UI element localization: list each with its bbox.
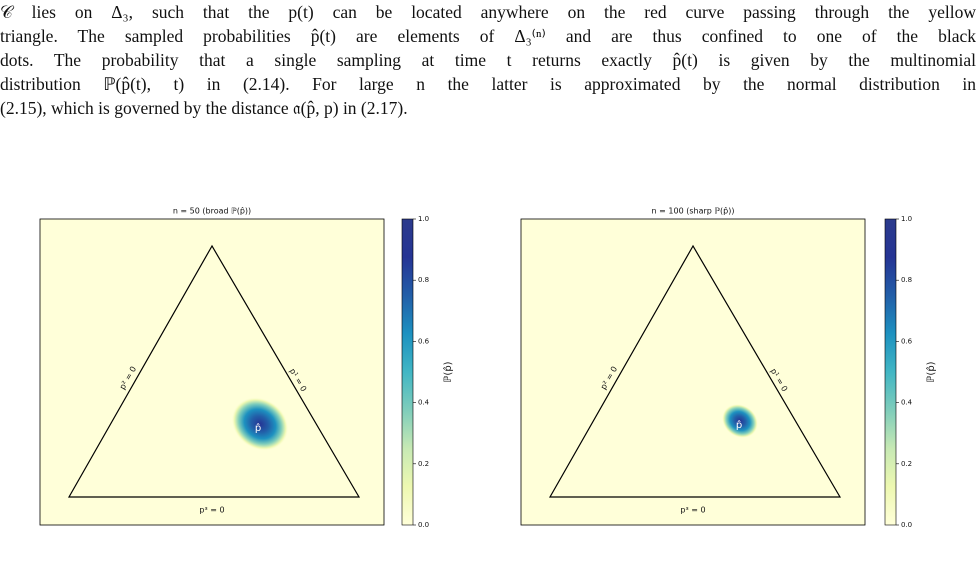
colorbar-tick-label: 0.6 <box>901 337 913 345</box>
colorbar-label: ℙ(p̂) <box>442 361 454 382</box>
colorbar-label: ℙ(p̂) <box>925 361 937 382</box>
colorbar-tick-label: 0.0 <box>901 521 912 529</box>
colorbar-tick-label: 1.0 <box>418 215 429 223</box>
colorbar-tick-label: 1.0 <box>901 215 912 223</box>
simplex-triangle <box>548 244 842 498</box>
colorbar-tick-label: 0.2 <box>901 460 912 468</box>
figure-title: n = 100 (sharp ℙ(p̂)) <box>652 206 735 216</box>
text-line: (2.15), which is governed by the distanc… <box>0 98 408 118</box>
text-line: distribution ℙ(p̂(t), t) in (2.14). For … <box>0 74 976 94</box>
text-line: 𝒞 lies on Δ₃, such that the p(t) can be … <box>0 2 976 22</box>
colorbar <box>401 218 414 526</box>
axes-background <box>39 218 385 526</box>
point-label: p̂ <box>736 419 742 431</box>
colorbar-tick-label: 0.2 <box>418 460 429 468</box>
edge-label: p³ = 0 <box>680 506 705 515</box>
point-label: p̂ <box>255 422 261 434</box>
colorbar-tick-label: 0.8 <box>901 276 912 284</box>
colorbar-tick-label: 0.8 <box>418 276 429 284</box>
colorbar <box>884 218 897 526</box>
colorbar-tick-label: 0.0 <box>418 521 429 529</box>
axes-background <box>520 218 866 526</box>
paragraph: 𝒞 lies on Δ₃, such that the p(t) can be … <box>0 0 976 120</box>
text-line: triangle. The sampled probabilities p̂(t… <box>0 26 976 46</box>
simplex-triangle <box>67 244 361 498</box>
text-line: dots. The probability that a single samp… <box>0 50 976 70</box>
density-blob <box>721 403 759 439</box>
colorbar-tick-label: 0.4 <box>418 399 430 407</box>
colorbar-tick-label: 0.4 <box>901 399 913 407</box>
figure-title: n = 50 (broad ℙ(p̂)) <box>173 206 251 216</box>
edge-label: p³ = 0 <box>199 506 224 515</box>
density-blob <box>231 397 289 451</box>
colorbar-tick-label: 0.6 <box>418 337 430 345</box>
